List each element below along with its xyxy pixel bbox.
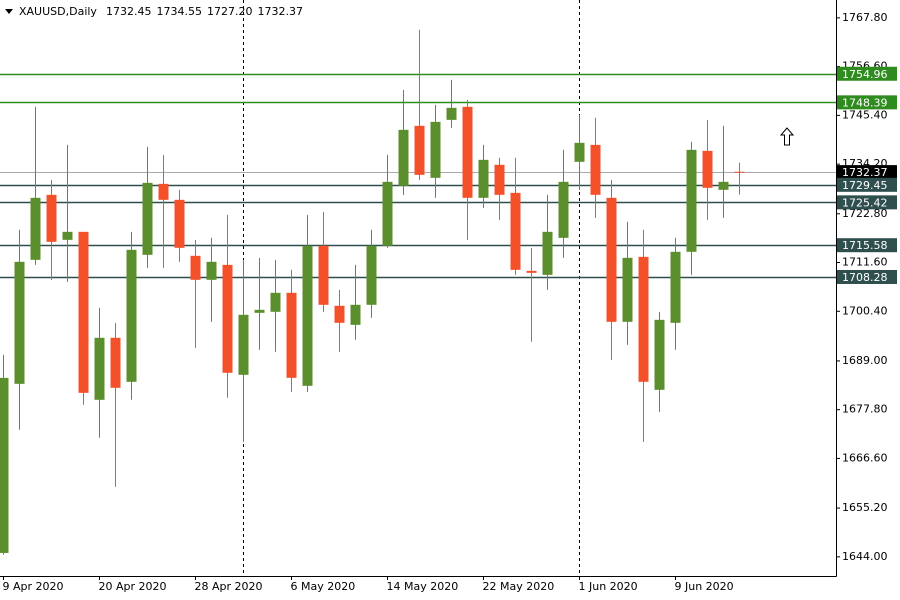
x-tick-label: 28 Apr 2020 <box>195 580 263 593</box>
candle-body <box>174 199 185 248</box>
candle-body <box>430 121 441 178</box>
candle-body <box>142 182 153 255</box>
level-label: 1729.45 <box>842 179 888 192</box>
level-label-box <box>837 165 897 180</box>
chart-title: XAUUSD,Daily <box>19 5 97 18</box>
x-tick-label: 22 May 2020 <box>483 580 555 593</box>
level-label: 1708.28 <box>842 271 888 284</box>
candle-body <box>686 149 697 252</box>
plot-area <box>0 0 836 576</box>
candle-body <box>318 245 329 305</box>
candle-body <box>542 231 553 275</box>
candle-body <box>494 164 505 195</box>
candle-body <box>94 337 105 400</box>
level-label: 1725.42 <box>842 196 888 209</box>
candle-body <box>398 129 409 186</box>
arrow-icon <box>779 127 795 146</box>
y-tick-label: 1700.40 <box>842 304 888 317</box>
candle-body <box>78 231 89 393</box>
x-tick-label: 1 Jun 2020 <box>579 580 638 593</box>
candle-body <box>270 292 281 312</box>
candle-body <box>510 192 521 270</box>
y-tick-label: 1689.00 <box>842 354 888 367</box>
candle-body <box>302 245 313 386</box>
x-tick-label: 9 Jun 2020 <box>675 580 734 593</box>
candle-body <box>654 319 665 390</box>
level-label-box <box>837 66 897 81</box>
level-label: 1732.37 <box>842 166 888 179</box>
x-tick-label: 9 Apr 2020 <box>3 580 64 593</box>
level-label: 1748.39 <box>842 96 888 109</box>
candle-body <box>350 304 361 325</box>
level-label: 1715.58 <box>842 239 888 252</box>
y-tick-label: 1677.80 <box>842 403 888 416</box>
x-tick-label: 6 May 2020 <box>291 580 356 593</box>
header-value: 1734.55 <box>157 5 203 18</box>
y-tick-label: 1711.60 <box>842 256 888 269</box>
header-value: 1727.20 <box>207 5 253 18</box>
candle-body <box>606 197 617 322</box>
candle-body <box>366 245 377 305</box>
candle-body <box>158 183 169 200</box>
candle-body <box>526 270 537 273</box>
candle-body <box>14 261 25 384</box>
level-label-box <box>837 269 897 284</box>
y-tick-label: 1644.00 <box>842 550 888 563</box>
y-tick-label: 1767.80 <box>842 11 888 24</box>
candle-body <box>46 194 57 242</box>
candle-body <box>222 264 233 373</box>
level-label: 1754.96 <box>842 68 888 81</box>
candle-body <box>126 249 137 382</box>
x-tick-label: 14 May 2020 <box>387 580 459 593</box>
candle-body <box>702 150 713 188</box>
header-value: 1732.37 <box>258 5 304 18</box>
candle-body <box>446 107 457 120</box>
y-tick-label: 1666.60 <box>842 451 888 464</box>
candle-body <box>254 309 265 313</box>
y-tick-label: 1745.40 <box>842 108 888 121</box>
candle-body <box>590 144 601 195</box>
candle-body <box>0 377 9 553</box>
candle-body <box>638 256 649 382</box>
candle-body <box>286 292 297 378</box>
candle-body <box>574 142 585 162</box>
candle-body <box>238 314 249 375</box>
candle-body <box>718 181 729 190</box>
level-label-box <box>837 195 897 210</box>
header-value: 1732.45 <box>106 5 152 18</box>
candle-body <box>110 337 121 388</box>
candle-body <box>190 255 201 280</box>
candle-body <box>334 305 345 323</box>
candle-body <box>382 181 393 246</box>
candle-body <box>462 106 473 198</box>
candle-body <box>30 197 41 260</box>
x-tick-label: 20 Apr 2020 <box>99 580 167 593</box>
candle-body <box>206 261 217 280</box>
candle-body <box>670 251 681 323</box>
candle-body <box>62 231 73 240</box>
level-label-box <box>837 238 897 253</box>
candle-body <box>558 181 569 238</box>
candle-body <box>734 171 745 173</box>
symbol-menu-icon[interactable] <box>5 9 13 14</box>
level-label-box <box>837 177 897 192</box>
candle-body <box>414 125 425 175</box>
y-tick-label: 1655.20 <box>842 501 888 514</box>
level-label-box <box>837 95 897 110</box>
y-tick-label: 1722.80 <box>842 207 888 220</box>
candle-body <box>622 257 633 322</box>
candle-body <box>478 159 489 198</box>
